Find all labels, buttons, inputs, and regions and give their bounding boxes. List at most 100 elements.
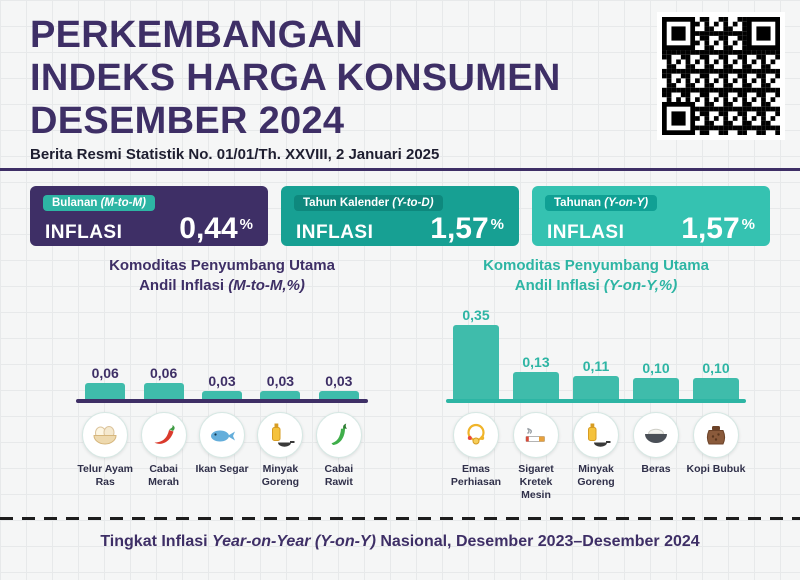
value-number: 1,57 bbox=[681, 212, 740, 245]
cooking-oil-icon bbox=[257, 412, 304, 458]
chart-title-mtom: Komoditas Penyumbang Utama Andil Inflasi… bbox=[76, 256, 368, 295]
bar-value-label: 0,03 bbox=[325, 373, 353, 389]
bar-value-label: 0,35 bbox=[462, 307, 490, 323]
commodity-column: Sigaret Kretek Mesin bbox=[506, 412, 566, 502]
commodity-label: Beras bbox=[641, 463, 671, 475]
commodity-label: Kopi Bubuk bbox=[686, 463, 746, 475]
chart-title-abbrev: (Y-on-Y,%) bbox=[603, 276, 678, 294]
bar bbox=[633, 378, 679, 399]
red-chili-icon bbox=[140, 412, 187, 458]
bar-value-label: 0,06 bbox=[91, 365, 119, 381]
value-unit: % bbox=[490, 216, 504, 233]
bar bbox=[260, 391, 301, 399]
chart-title-line1: Komoditas Penyumbang Utama bbox=[483, 257, 709, 274]
inflation-value-monthly: 0,44% bbox=[179, 214, 253, 244]
commodity-label: Sigaret Kretek Mesin bbox=[518, 463, 554, 502]
period-label: Bulanan bbox=[52, 197, 101, 209]
bars-area: 0,35 0,13 0,11 0,10 0,10 bbox=[446, 303, 746, 399]
bar-column: 0,11 bbox=[566, 358, 626, 399]
chart-title-line2: Andil Inflasi (Y-on-Y,%) bbox=[446, 276, 746, 296]
commodity-label: Emas Perhiasan bbox=[450, 463, 502, 489]
fish-icon bbox=[199, 412, 246, 458]
bar-column: 0,06 bbox=[134, 365, 192, 399]
commodity-column: Minyak Goreng bbox=[251, 412, 309, 489]
green-chili-icon bbox=[315, 412, 362, 458]
bar-column: 0,13 bbox=[506, 354, 566, 399]
bar-value-label: 0,10 bbox=[702, 360, 730, 376]
commodity-label: Minyak Goreng bbox=[577, 463, 615, 489]
bar-column: 0,03 bbox=[193, 373, 251, 399]
footer-note: Tingkat Inflasi Year-on-Year (Y-on-Y) Na… bbox=[0, 533, 800, 551]
release-subtitle: Berita Resmi Statistik No. 01/01/Th. XXV… bbox=[30, 146, 440, 163]
period-abbrev: (Y-on-Y) bbox=[604, 197, 649, 209]
bar-value-label: 0,13 bbox=[522, 354, 550, 370]
commodity-column: Ikan Segar bbox=[193, 412, 251, 489]
bar-column: 0,06 bbox=[76, 365, 134, 399]
period-badge-ytd: Tahun Kalender (Y-to-D) bbox=[294, 195, 443, 211]
bar bbox=[693, 378, 739, 399]
bar-column: 0,35 bbox=[446, 307, 506, 399]
period-label: Tahunan bbox=[554, 197, 605, 209]
chart-title-abbrev: (M-to-M,%) bbox=[228, 276, 305, 294]
bar-column: 0,10 bbox=[626, 360, 686, 399]
qr-code bbox=[657, 12, 785, 140]
bar bbox=[85, 383, 126, 399]
commodity-label: Minyak Goreng bbox=[261, 463, 300, 489]
bar-value-label: 0,03 bbox=[266, 373, 295, 389]
bar-value-label: 0,11 bbox=[582, 358, 610, 374]
commodity-column: Kopi Bubuk bbox=[686, 412, 746, 502]
value-unit: % bbox=[741, 216, 755, 233]
chart-title-prefix: Andil Inflasi bbox=[139, 276, 229, 294]
dashed-divider bbox=[0, 517, 800, 520]
chart-title-line2: Andil Inflasi (M-to-M,%) bbox=[76, 276, 368, 296]
footer-italic: Year-on-Year (Y-on-Y) bbox=[212, 533, 376, 550]
commodity-column: Emas Perhiasan bbox=[446, 412, 506, 502]
gold-jewelry-icon bbox=[453, 412, 499, 458]
bar-value-label: 0,06 bbox=[149, 365, 178, 381]
period-label: Tahun Kalender bbox=[303, 197, 393, 209]
commodity-label: Telur Ayam Ras bbox=[77, 463, 134, 489]
bar bbox=[202, 391, 243, 399]
bar bbox=[573, 376, 619, 399]
page-title: PERKEMBANGAN INDEKS HARGA KONSUMEN DESEM… bbox=[30, 14, 561, 143]
metric-label: INFLASI bbox=[45, 222, 123, 243]
value-number: 1,57 bbox=[430, 212, 489, 245]
commodity-column: Minyak Goreng bbox=[566, 412, 626, 502]
bar-column: 0,03 bbox=[310, 373, 368, 399]
bar-column: 0,03 bbox=[251, 373, 309, 399]
title-line-1: PERKEMBANGAN bbox=[30, 14, 363, 56]
header-divider bbox=[0, 168, 800, 171]
eggs-basket-icon bbox=[82, 412, 129, 458]
value-number: 0,44 bbox=[179, 212, 238, 245]
bar-value-label: 0,10 bbox=[642, 360, 670, 376]
stat-cards-row: Bulanan (M-to-M) INFLASI 0,44% Tahun Kal… bbox=[30, 186, 770, 246]
chart-title-prefix: Andil Inflasi bbox=[514, 276, 604, 294]
commodity-label: Cabai Rawit bbox=[324, 463, 354, 489]
chart-baseline bbox=[76, 399, 368, 403]
title-line-2: INDEKS HARGA KONSUMEN bbox=[30, 56, 561, 99]
metric-label: INFLASI bbox=[296, 222, 374, 243]
stat-card-yoy: Tahunan (Y-on-Y) INFLASI 1,57% bbox=[532, 186, 770, 246]
chart-title-yoy: Komoditas Penyumbang Utama Andil Inflasi… bbox=[446, 256, 746, 295]
commodity-column: Telur Ayam Ras bbox=[76, 412, 134, 489]
coffee-pot-icon bbox=[693, 412, 739, 458]
footer-prefix: Tingkat Inflasi bbox=[100, 533, 213, 550]
commodity-icons-row: Telur Ayam Ras Cabai Merah Ikan Segar Minya… bbox=[76, 412, 368, 489]
commodity-label: Cabai Merah bbox=[148, 463, 180, 489]
period-badge-yoy: Tahunan (Y-on-Y) bbox=[545, 195, 658, 211]
commodity-column: Cabai Merah bbox=[134, 412, 192, 489]
bar-chart-yoy: Komoditas Penyumbang Utama Andil Inflasi… bbox=[446, 256, 746, 502]
stat-card-monthly: Bulanan (M-to-M) INFLASI 0,44% bbox=[30, 186, 268, 246]
period-abbrev: (M-to-M) bbox=[100, 197, 146, 209]
footer-suffix: Nasional, Desember 2023–Desember 2024 bbox=[375, 533, 700, 550]
stat-card-ytd: Tahun Kalender (Y-to-D) INFLASI 1,57% bbox=[281, 186, 519, 246]
metric-label: INFLASI bbox=[547, 222, 625, 243]
period-badge-monthly: Bulanan (M-to-M) bbox=[43, 195, 155, 211]
chart-title-line1: Komoditas Penyumbang Utama bbox=[109, 257, 335, 274]
inflation-value-yoy: 1,57% bbox=[681, 214, 755, 244]
commodity-icons-row: Emas Perhiasan Sigaret Kretek Mesin Minyak… bbox=[446, 412, 746, 502]
commodity-column: Cabai Rawit bbox=[310, 412, 368, 489]
bars-area: 0,06 0,06 0,03 0,03 0,03 bbox=[76, 303, 368, 399]
commodity-label: Ikan Segar bbox=[195, 463, 249, 475]
